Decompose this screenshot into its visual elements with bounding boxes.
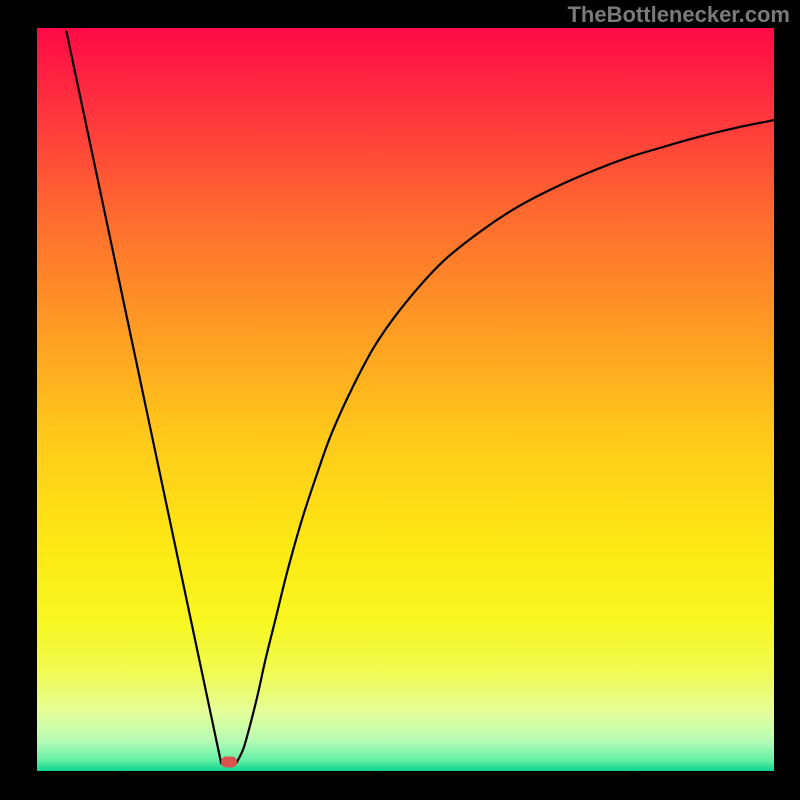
plot-area — [37, 28, 774, 771]
watermark-text: TheBottlenecker.com — [567, 2, 790, 28]
chart-container: TheBottlenecker.com — [0, 0, 800, 800]
optimal-point-marker — [221, 757, 237, 768]
bottleneck-curve — [37, 28, 774, 771]
